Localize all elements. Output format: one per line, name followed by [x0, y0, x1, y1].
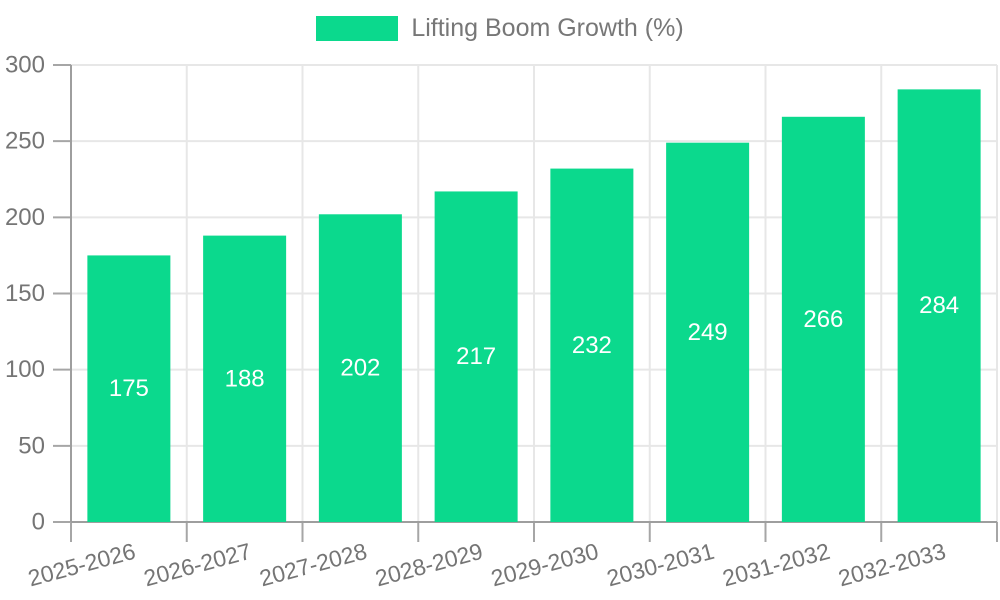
- x-axis-tick-label: 2027-2028: [257, 538, 370, 592]
- bar[interactable]: [550, 168, 634, 522]
- y-axis-tick-label: 0: [32, 509, 45, 536]
- bar-value-label: 232: [572, 332, 612, 359]
- y-axis-tick-label: 300: [5, 52, 45, 79]
- bar[interactable]: [666, 142, 750, 522]
- bar-value-label: 284: [919, 292, 959, 319]
- bar[interactable]: [318, 214, 402, 522]
- bar-value-label: 266: [803, 306, 843, 333]
- bar-value-label: 188: [225, 365, 265, 392]
- bar[interactable]: [87, 255, 171, 522]
- bar[interactable]: [781, 116, 865, 522]
- y-axis-tick-label: 250: [5, 128, 45, 155]
- bar-value-label: 175: [109, 375, 149, 402]
- chart-legend-item[interactable]: Lifting Boom Growth (%): [0, 16, 1000, 41]
- y-axis-tick-label: 100: [5, 356, 45, 383]
- y-axis-tick-label: 50: [18, 432, 45, 459]
- bar-value-label: 202: [340, 355, 380, 382]
- x-axis-tick-label: 2032-2033: [835, 538, 948, 592]
- y-axis-tick-label: 150: [5, 280, 45, 307]
- legend-label: Lifting Boom Growth (%): [411, 14, 684, 42]
- legend-swatch: [316, 16, 399, 41]
- y-axis-tick-label: 200: [5, 204, 45, 231]
- x-axis-tick-label: 2031-2032: [720, 538, 833, 592]
- bar-value-label: 217: [456, 343, 496, 370]
- bar-value-label: 249: [688, 319, 728, 346]
- bar[interactable]: [897, 89, 981, 522]
- x-axis-tick-label: 2030-2031: [604, 538, 717, 592]
- x-axis-tick-label: 2025-2026: [25, 538, 138, 592]
- x-axis-tick-label: 2028-2029: [372, 538, 485, 592]
- x-axis-tick-label: 2029-2030: [488, 538, 601, 592]
- x-axis-tick-label: 2026-2027: [141, 538, 254, 592]
- bar[interactable]: [203, 235, 287, 522]
- bar[interactable]: [434, 191, 518, 523]
